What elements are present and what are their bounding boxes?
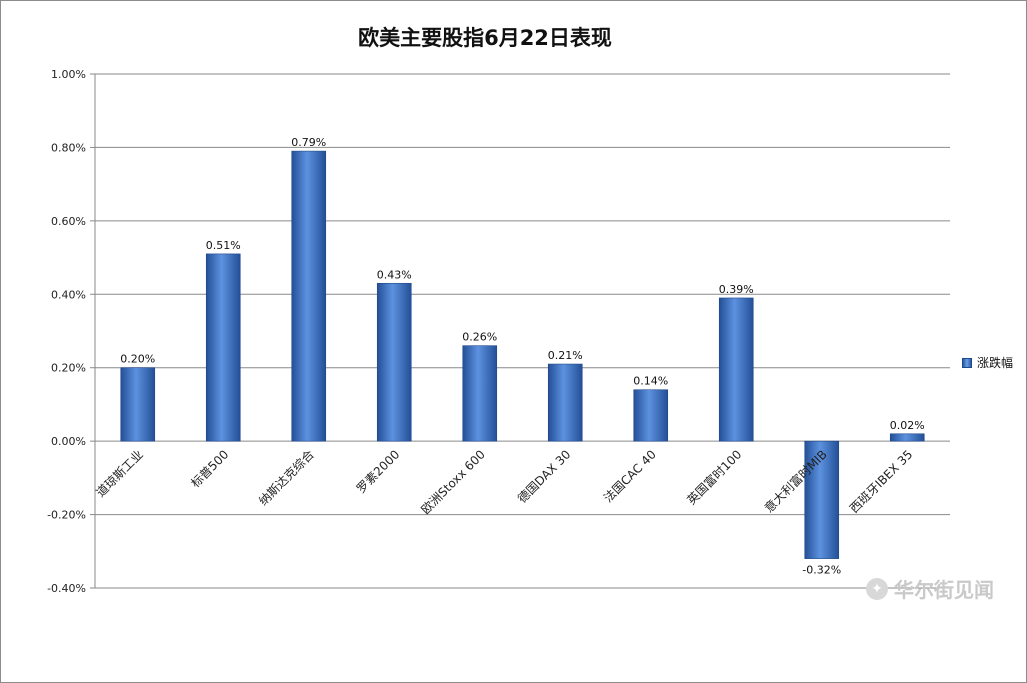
category-label: 道琼斯工业 [93, 447, 146, 500]
legend-label: 涨跌幅 [977, 356, 1014, 370]
data-label: 0.20% [120, 353, 155, 366]
data-label: 0.02% [890, 419, 925, 432]
legend: 涨跌幅 [962, 354, 1013, 371]
y-tick-label: 1.00% [51, 68, 86, 81]
bar [547, 363, 583, 442]
data-label: 0.14% [633, 375, 668, 388]
y-tick-label: 0.40% [51, 288, 86, 301]
category-label: 英国富时100 [684, 447, 745, 508]
bar [889, 433, 925, 442]
category-label: 西班牙IBEX 35 [847, 447, 915, 515]
y-tick-label: -0.40% [47, 582, 86, 595]
y-tick-label: 0.20% [51, 362, 86, 375]
data-label: 0.39% [719, 283, 754, 296]
category-label: 德国DAX 30 [514, 447, 573, 506]
watermark-logo-icon: ✦ [866, 577, 888, 600]
category-label: 欧洲Stoxx 600 [418, 447, 487, 516]
y-tick-label: 0.00% [51, 435, 86, 448]
y-tick-label: 0.60% [51, 215, 86, 228]
bar [120, 367, 156, 442]
bar [376, 282, 412, 442]
bar [205, 253, 241, 442]
bar [291, 150, 327, 442]
watermark: ✦ 华尔街见闻 [866, 574, 994, 603]
category-label: 罗素2000 [354, 447, 402, 495]
legend-swatch [962, 357, 972, 368]
chart-title: 欧美主要股指6月22日表现 [358, 26, 612, 50]
bar [804, 440, 840, 559]
data-label: 0.26% [462, 331, 497, 344]
data-label: -0.32% [802, 564, 841, 577]
bar [633, 389, 669, 442]
category-label: 纳斯达克综合 [255, 447, 317, 509]
data-label: 0.43% [377, 268, 412, 281]
category-label: 标普500 [188, 447, 231, 490]
y-tick-label: 0.80% [51, 141, 86, 154]
data-label: 0.51% [206, 239, 241, 252]
bar [718, 297, 754, 442]
data-label: 0.79% [291, 136, 326, 149]
watermark-text: 华尔街见闻 [894, 578, 994, 602]
data-label: 0.21% [548, 349, 583, 362]
y-tick-label: -0.20% [47, 509, 86, 522]
bar [462, 345, 498, 442]
category-label: 法国CAC 40 [601, 447, 659, 505]
